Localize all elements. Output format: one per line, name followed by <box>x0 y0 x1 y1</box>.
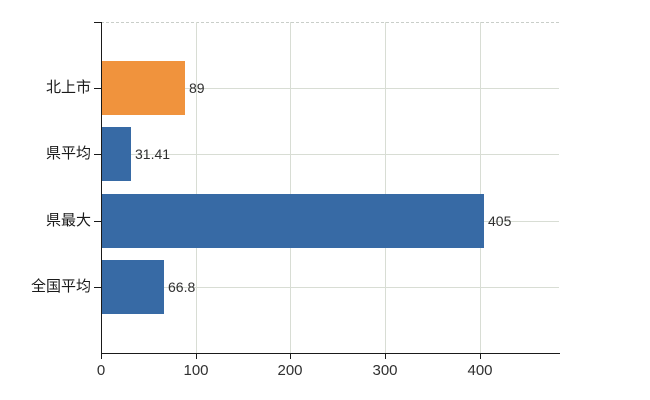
x-tick <box>196 354 197 359</box>
category-label: 県最大 <box>45 212 91 229</box>
y-axis-line <box>101 22 102 354</box>
x-tick <box>480 354 481 359</box>
value-label: 31.41 <box>135 146 171 162</box>
category-label: 全国平均 <box>30 278 91 295</box>
y-tick <box>94 287 101 288</box>
x-tick-label: 100 <box>183 362 209 379</box>
x-axis-line <box>101 353 560 354</box>
x-tick <box>101 354 102 359</box>
x-tick <box>385 354 386 359</box>
x-tick <box>290 354 291 359</box>
gridline-horizontal <box>101 287 559 288</box>
gridline-horizontal <box>101 154 559 155</box>
y-tick <box>94 154 101 155</box>
bar[interactable] <box>102 61 185 115</box>
value-label: 89 <box>189 80 205 96</box>
gridline-vertical <box>385 22 386 353</box>
x-tick-label: 200 <box>277 362 303 379</box>
gridline-vertical <box>290 22 291 353</box>
category-label: 県平均 <box>45 145 91 162</box>
x-tick-label: 400 <box>467 362 493 379</box>
value-label: 405 <box>488 213 512 229</box>
x-tick-label: 0 <box>96 362 106 379</box>
plot-top-border <box>101 22 559 23</box>
bar[interactable] <box>102 127 131 181</box>
y-tick <box>94 22 101 23</box>
bar[interactable] <box>102 194 484 248</box>
gridline-vertical <box>480 22 481 353</box>
gridline-vertical <box>196 22 197 353</box>
gridline-horizontal <box>101 88 559 89</box>
category-label: 北上市 <box>45 79 91 96</box>
bar[interactable] <box>102 260 164 314</box>
y-tick <box>94 221 101 222</box>
value-label: 66.8 <box>168 279 196 295</box>
y-tick <box>94 88 101 89</box>
x-tick-label: 300 <box>372 362 398 379</box>
